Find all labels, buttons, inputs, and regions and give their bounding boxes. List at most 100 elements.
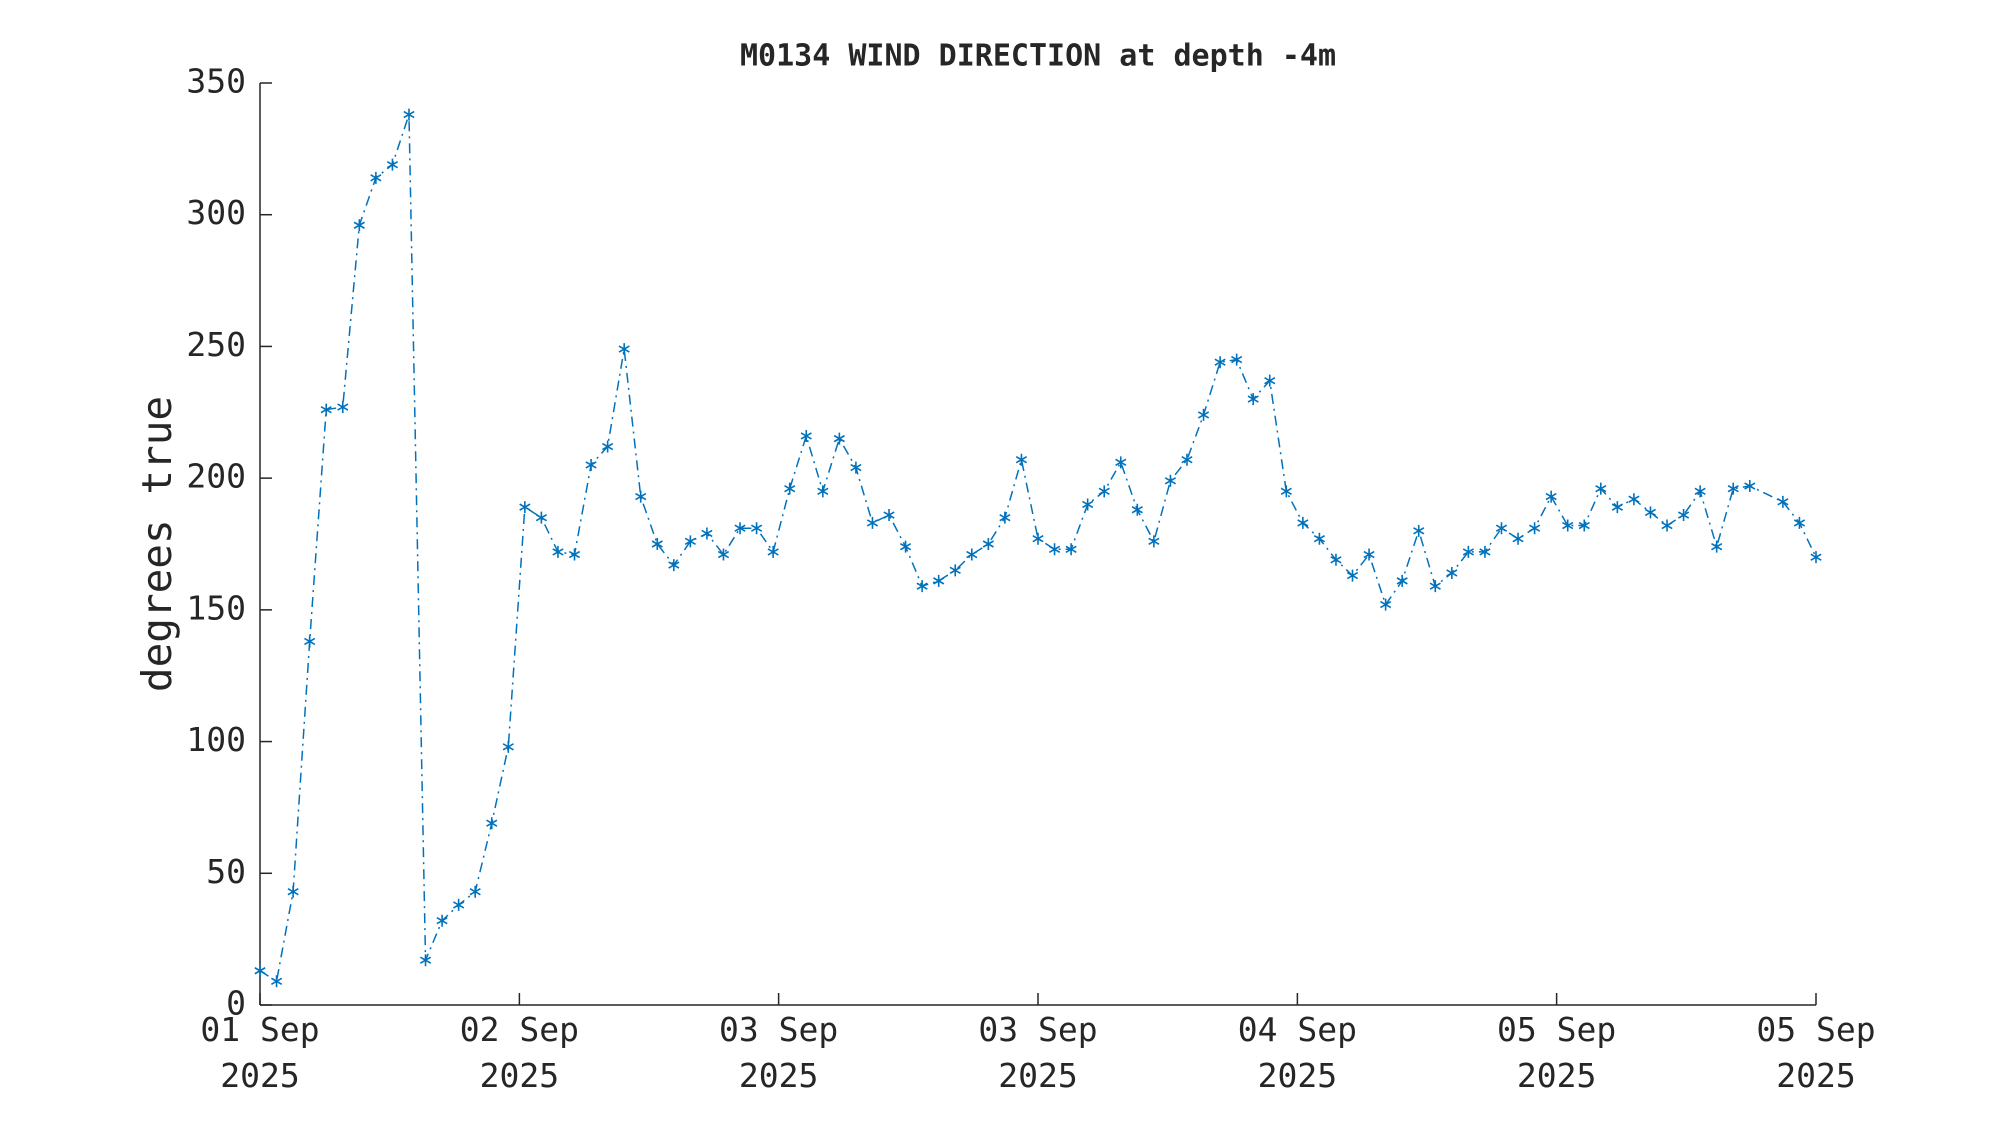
data-marker [1380,598,1392,611]
x-tick-label: 02 Sep 2025 [459,1010,579,1095]
data-marker [767,545,779,558]
data-marker [750,522,763,535]
data-marker [287,885,299,898]
data-marker [535,511,548,524]
data-marker [568,548,581,561]
data-marker [1711,540,1723,553]
data-marker [1098,485,1110,498]
data-marker [1247,393,1259,406]
y-tick-label: 250 [186,325,246,364]
data-marker [1777,495,1789,508]
data-marker [1346,569,1359,582]
data-marker [1197,408,1210,421]
data-marker [436,914,448,927]
data-marker [850,461,862,474]
data-marker [883,509,895,522]
data-marker [1528,522,1541,535]
data-marker [585,458,597,471]
data-marker [486,817,498,830]
data-marker [1231,353,1243,366]
data-marker [684,535,696,548]
data-marker [1727,482,1739,495]
data-marker [1015,453,1028,466]
data-marker [866,516,879,529]
data-marker [1214,356,1226,369]
data-marker [1744,480,1756,493]
data-marker [1032,532,1044,545]
data-marker [701,527,713,540]
data-marker [1413,524,1425,537]
data-marker [320,403,332,416]
data-marker [966,548,978,561]
data-marker [668,559,680,572]
data-marker [602,440,614,453]
data-marker [618,343,630,356]
y-tick-label: 200 [186,457,246,496]
data-marker [1677,509,1690,522]
y-tick-label: 0 [226,984,246,1023]
y-tick-label: 50 [206,852,246,891]
y-tick-label: 300 [186,193,246,232]
data-marker [403,108,415,121]
data-marker [270,975,283,988]
data-marker [651,538,663,550]
data-marker [453,898,465,911]
data-marker [1065,543,1077,556]
data-marker [949,564,961,577]
data-marker [1131,503,1143,516]
x-tick-label: 05 Sep 2025 [1497,1010,1617,1095]
data-marker [1048,543,1061,556]
data-marker [1644,506,1657,519]
data-marker [1396,574,1408,587]
data-marker [1694,485,1706,498]
data-marker [800,429,812,442]
data-marker [1429,580,1441,593]
data-marker [552,545,564,558]
data-marker [1545,490,1557,503]
data-marker [1479,545,1491,558]
x-tick-label: 03 Sep 2025 [719,1010,839,1095]
data-marker [784,482,796,495]
data-marker [999,511,1011,524]
data-marker [304,635,316,648]
y-tick-label: 100 [186,720,246,759]
x-tick-label: 03 Sep 2025 [978,1010,1098,1095]
data-marker [502,740,514,753]
data-marker [899,540,912,553]
chart-title: M0134 WIND DIRECTION at depth -4m [740,39,1336,74]
data-marker [1512,532,1524,545]
data-marker [1082,498,1094,511]
data-marker [1181,453,1193,466]
y-tick-label: 150 [186,588,246,627]
data-marker [833,432,845,445]
data-marker [1115,456,1127,469]
data-marker [1495,522,1508,535]
data-marker [817,485,829,498]
data-marker [419,954,432,967]
y-tick-label: 350 [186,62,246,101]
x-tick-label: 01 Sep 2025 [200,1010,320,1095]
x-tick-label: 04 Sep 2025 [1237,1010,1357,1095]
data-line [259,114,1817,983]
data-marker [254,964,266,977]
data-marker [1148,535,1160,548]
data-marker [469,885,481,898]
data-marker [982,538,994,550]
data-marker [1446,566,1458,579]
data-marker [1562,519,1574,532]
data-marker [734,522,746,535]
data-marker [1462,545,1474,558]
data-marker [635,490,647,503]
data-marker [353,219,365,232]
data-marker [386,158,399,171]
data-marker [1330,553,1342,566]
data-marker [1793,516,1806,529]
data-marker [1280,485,1292,498]
data-marker [370,171,382,184]
data-marker [1611,501,1623,514]
data-marker [1628,493,1640,506]
x-tick-label: 05 Sep 2025 [1756,1010,1876,1095]
data-marker [1810,551,1822,564]
